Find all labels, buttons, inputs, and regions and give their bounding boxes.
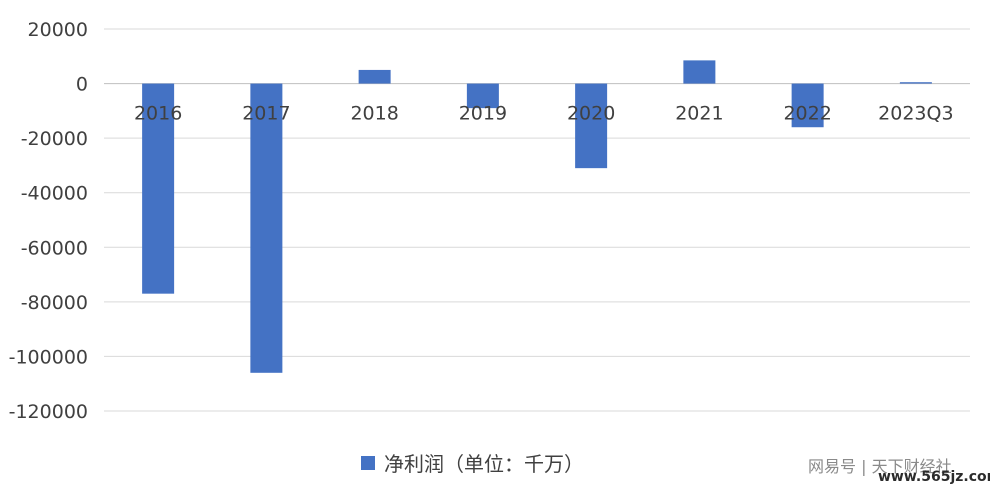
y-axis: 20000 0 -20000 -40000 -60000 -80000 -100000 -12… [9, 19, 88, 423]
bar-2022 [791, 83, 824, 128]
x-tick-label: 2021 [675, 103, 723, 125]
x-tick-label: 2017 [242, 103, 290, 125]
y-tick-label: 20000 [28, 19, 88, 41]
x-tick-label: 2023Q3 [878, 103, 953, 125]
bar-2023Q3 [899, 82, 932, 84]
bar-2019 [466, 83, 499, 109]
x-tick-label: 2018 [350, 103, 398, 125]
bar-2020 [575, 83, 608, 169]
y-tick-label: -100000 [9, 346, 88, 368]
bars [142, 60, 932, 373]
x-tick-label: 2016 [134, 103, 182, 125]
bar-2018 [358, 69, 391, 84]
y-tick-label: -80000 [21, 292, 88, 314]
y-tick-label: -60000 [21, 237, 88, 259]
gridlines [104, 28, 970, 412]
bar-2021 [683, 60, 716, 84]
legend: 净利润（单位：千万） [361, 452, 584, 476]
bar-2017 [250, 83, 283, 373]
legend-swatch [361, 456, 375, 470]
x-axis: 2016 2017 2018 2019 2020 2021 2022 2023Q3 [134, 103, 954, 125]
x-tick-label: 2022 [783, 103, 831, 125]
watermark-text: 网易号 | 天下财经社 [808, 457, 952, 476]
legend-label: 净利润（单位：千万） [384, 452, 584, 476]
bar-2016 [142, 83, 175, 294]
x-tick-label: 2019 [459, 103, 507, 125]
x-tick-label: 2020 [567, 103, 615, 125]
site-watermark: www.565jz.com [878, 469, 990, 485]
y-tick-label: -20000 [21, 128, 88, 150]
y-tick-label: -40000 [21, 183, 88, 205]
y-tick-label: 0 [76, 74, 88, 96]
y-tick-label: -120000 [9, 401, 88, 423]
